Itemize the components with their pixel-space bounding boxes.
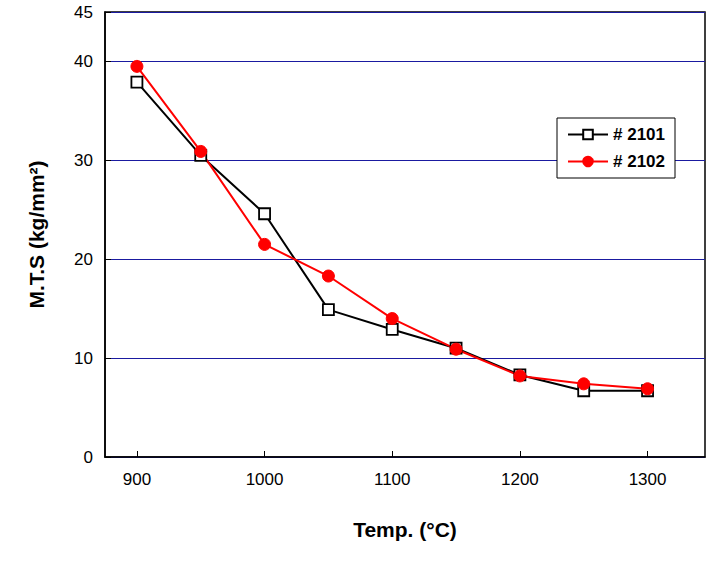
svg-text:1300: 1300: [629, 470, 667, 489]
svg-text:45: 45: [74, 3, 93, 22]
svg-text:40: 40: [74, 52, 93, 71]
svg-text:30: 30: [74, 151, 93, 170]
svg-text:# 2101: # 2101: [613, 125, 665, 144]
svg-text:M.T.S (kg/mm²): M.T.S (kg/mm²): [25, 160, 48, 308]
svg-text:1000: 1000: [246, 470, 284, 489]
svg-text:900: 900: [123, 470, 151, 489]
svg-text:1100: 1100: [374, 470, 411, 489]
svg-text:1200: 1200: [501, 470, 539, 489]
svg-text:Temp. (°C): Temp. (°C): [353, 518, 457, 541]
svg-text:20: 20: [74, 250, 93, 269]
svg-text:# 2102: # 2102: [613, 152, 665, 171]
svg-text:10: 10: [74, 349, 93, 368]
svg-text:0: 0: [84, 448, 93, 467]
